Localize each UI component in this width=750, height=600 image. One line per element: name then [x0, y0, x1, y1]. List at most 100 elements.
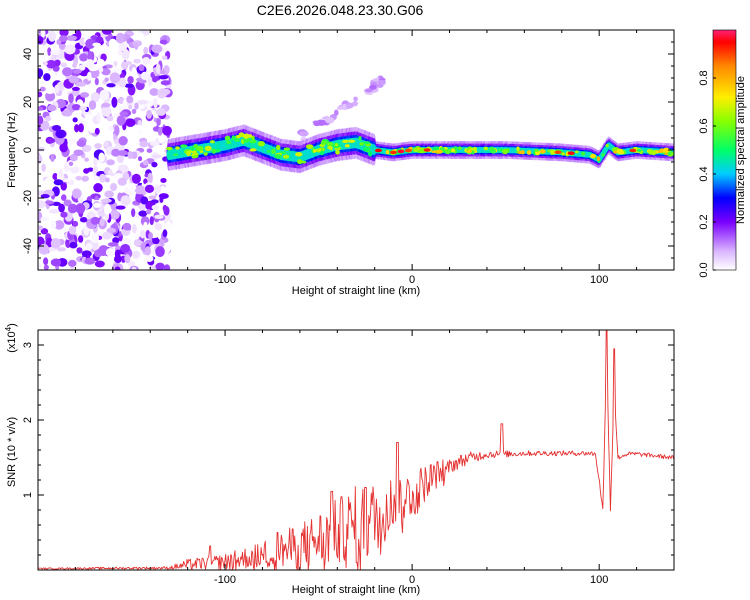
ridge-peak	[283, 147, 291, 151]
noise-speckle	[71, 103, 81, 111]
ridge-peak	[581, 151, 586, 156]
spectrogram-x-label: Height of straight line (km)	[292, 285, 420, 297]
noise-speckle	[85, 38, 96, 50]
noise-speckle	[101, 105, 112, 117]
noise-speckle	[43, 264, 49, 270]
noise-speckle	[77, 197, 84, 203]
streak-speckle	[365, 88, 373, 93]
x-tick-label: 100	[590, 274, 608, 286]
spectrogram-y-label: Frequency (Hz)	[6, 112, 18, 188]
ridge-peak	[320, 140, 328, 145]
y-tick-label: -20	[22, 190, 34, 206]
noise-speckle	[116, 153, 125, 164]
noise-speckle	[118, 77, 127, 88]
noise-speckle	[44, 177, 54, 188]
noise-speckle	[111, 96, 118, 108]
noise-speckle	[133, 239, 142, 247]
ridge-peak	[327, 145, 333, 150]
noise-speckle	[67, 203, 78, 214]
ridge-peak	[432, 146, 441, 151]
noise-speckle	[92, 42, 101, 47]
noise-speckle	[132, 124, 143, 130]
noise-speckle	[38, 91, 43, 98]
ridge-peak	[235, 134, 241, 139]
ridge-peak	[362, 141, 370, 145]
noise-speckle	[109, 72, 121, 84]
ridge-peak	[192, 150, 197, 156]
noise-speckle	[38, 106, 44, 111]
noise-speckle	[116, 115, 126, 126]
snr-y-ticks: 1 2 3	[22, 342, 674, 556]
ridge-peak	[417, 149, 424, 154]
y-tick-label: 3	[22, 342, 34, 348]
noise-speckle	[39, 86, 46, 92]
noise-speckle	[38, 68, 44, 78]
noise-speckle	[148, 195, 157, 200]
noise-speckle	[85, 242, 93, 251]
noise-speckle	[148, 264, 158, 270]
noise-speckle	[101, 30, 113, 35]
snr-y-label: SNR (10 * v/v)	[6, 417, 18, 487]
noise-speckle	[143, 46, 149, 55]
ridge-peak	[596, 156, 601, 161]
noise-speckle	[50, 220, 57, 229]
noise-speckle	[52, 172, 58, 181]
noise-speckle	[38, 115, 44, 125]
ridge-peak	[275, 145, 281, 151]
ridge-peak	[550, 149, 555, 155]
noise-speckle	[59, 30, 69, 37]
noise-speckle	[133, 58, 141, 64]
noise-speckle	[106, 115, 114, 122]
streak-speckle	[377, 79, 386, 85]
noise-speckle	[101, 231, 113, 240]
ridge-peak	[335, 149, 340, 155]
spectrogram-heatmap	[38, 30, 674, 270]
noise-speckle	[127, 260, 136, 267]
noise-speckle	[71, 250, 79, 257]
noise-speckle	[54, 59, 61, 67]
ridge-peak	[444, 149, 451, 155]
colorbar-tick-label: 0.4	[698, 166, 710, 181]
noise-speckle	[90, 216, 100, 225]
noise-speckle	[166, 84, 172, 90]
streak-speckle	[369, 85, 377, 90]
noise-speckle	[158, 75, 169, 80]
noise-speckle	[55, 129, 66, 139]
noise-speckle	[38, 243, 50, 255]
colorbar-gradient	[713, 30, 736, 270]
figure-title: C2E6.2026.048.23.30.G06	[257, 2, 424, 18]
noise-speckle	[38, 146, 46, 152]
noise-speckle	[48, 138, 56, 143]
noise-speckle	[106, 159, 115, 166]
noise-speckle	[43, 61, 48, 66]
noise-speckle	[103, 140, 110, 148]
noise-speckle	[147, 76, 153, 87]
ridge-peak	[226, 140, 232, 145]
ridge-peak	[295, 152, 303, 157]
ridge-peak	[520, 150, 525, 155]
noise-speckle	[156, 118, 161, 126]
noise-speckle	[96, 111, 101, 123]
ridge-peak	[334, 143, 339, 147]
noise-speckle	[138, 210, 148, 217]
ridge-peak	[172, 153, 178, 157]
noise-speckle	[128, 104, 133, 110]
noise-speckle	[151, 204, 160, 210]
noise-speckle	[40, 216, 50, 222]
noise-speckle	[38, 200, 46, 209]
ridge-peak	[435, 149, 443, 154]
noise-speckle	[84, 157, 90, 162]
noise-speckle	[103, 203, 111, 215]
noise-speckle	[46, 60, 57, 69]
noise-speckle	[69, 241, 78, 249]
ridge-peak	[274, 154, 282, 159]
streak-speckle	[299, 131, 309, 137]
ridge-peak	[650, 150, 657, 156]
noise-speckle	[43, 73, 51, 82]
colorbar: 0.0 0.2 0.4 0.6 0.8 Normalized spectral ampl…	[698, 29, 747, 278]
noise-speckle	[68, 225, 77, 235]
ridge-peak	[249, 148, 257, 152]
noise-speckle	[113, 112, 120, 119]
noise-speckle	[126, 95, 134, 104]
noise-speckle	[124, 254, 131, 264]
